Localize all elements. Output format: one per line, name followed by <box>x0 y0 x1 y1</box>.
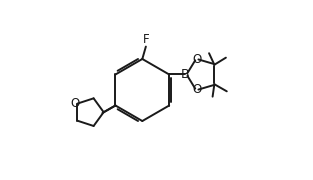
Text: O: O <box>71 97 80 110</box>
Text: B: B <box>181 68 189 81</box>
Text: F: F <box>142 33 149 46</box>
Text: O: O <box>192 53 201 66</box>
Text: O: O <box>192 83 201 96</box>
